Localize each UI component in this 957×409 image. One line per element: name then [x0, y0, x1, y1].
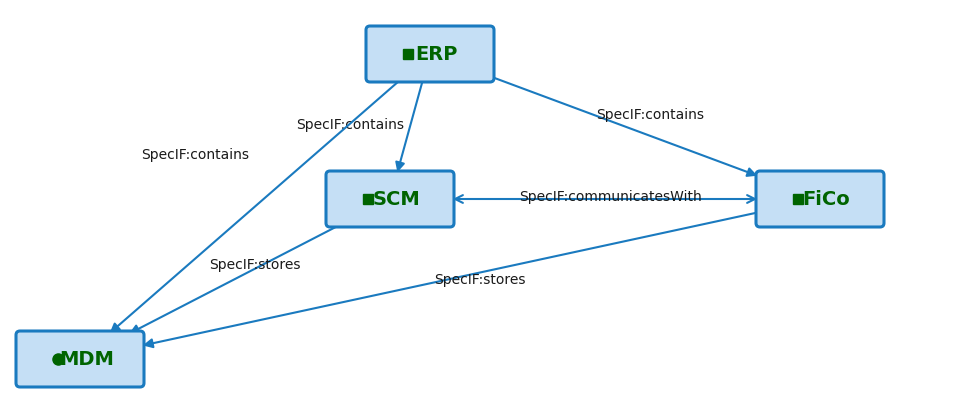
- Text: MDM: MDM: [59, 350, 114, 369]
- Text: SpecIF:stores: SpecIF:stores: [434, 272, 525, 286]
- Text: SpecIF:contains: SpecIF:contains: [296, 118, 404, 132]
- Text: SCM: SCM: [372, 190, 420, 209]
- FancyBboxPatch shape: [16, 331, 144, 387]
- FancyBboxPatch shape: [366, 27, 494, 83]
- FancyBboxPatch shape: [756, 172, 884, 227]
- Text: ERP: ERP: [415, 45, 457, 64]
- Text: SpecIF:communicatesWith: SpecIF:communicatesWith: [519, 189, 701, 204]
- Text: FiCo: FiCo: [803, 190, 851, 209]
- Text: SpecIF:contains: SpecIF:contains: [141, 148, 249, 162]
- Text: SpecIF:stores: SpecIF:stores: [210, 257, 300, 271]
- FancyBboxPatch shape: [326, 172, 454, 227]
- Text: SpecIF:contains: SpecIF:contains: [596, 108, 704, 122]
